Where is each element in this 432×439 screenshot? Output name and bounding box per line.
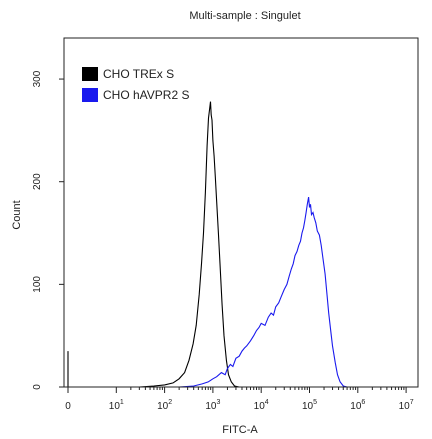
series-line-0 xyxy=(67,101,407,388)
x-tick-label-5: 105 xyxy=(302,399,317,412)
legend-label-cho-havpr2: CHO hAVPR2 S xyxy=(103,88,189,102)
y-axis-label: Count xyxy=(11,200,23,229)
series-line-1 xyxy=(68,197,407,388)
x-tick-label-3: 103 xyxy=(205,399,220,412)
plot-frame xyxy=(63,37,419,388)
x-tick-label-6: 106 xyxy=(350,399,365,412)
y-tick-label-100: 100 xyxy=(32,276,43,293)
histogram-series xyxy=(67,101,407,388)
x-axis-ticks: 0 101 102 103 104 105 106 107 xyxy=(65,387,414,412)
x-tick-label-1: 101 xyxy=(109,399,124,412)
legend: CHO TREx S CHO hAVPR2 S xyxy=(82,67,189,102)
legend-label-cho-trex: CHO TREx S xyxy=(103,67,174,81)
x-tick-label-4: 104 xyxy=(254,399,269,412)
y-axis-ticks: 0 100 200 300 xyxy=(32,70,64,390)
legend-swatch-cho-havpr2 xyxy=(82,88,98,102)
x-tick-label-2: 102 xyxy=(157,399,172,412)
x-tick-label-0: 0 xyxy=(65,401,71,412)
y-tick-label-0: 0 xyxy=(32,384,43,390)
x-tick-label-7: 107 xyxy=(399,399,414,412)
legend-swatch-cho-trex xyxy=(82,67,98,81)
y-tick-label-300: 300 xyxy=(32,70,43,87)
y-tick-label-200: 200 xyxy=(32,173,43,190)
x-axis-label: FITC-A xyxy=(222,424,258,436)
chart-title: Multi-sample : Singulet xyxy=(189,10,300,22)
